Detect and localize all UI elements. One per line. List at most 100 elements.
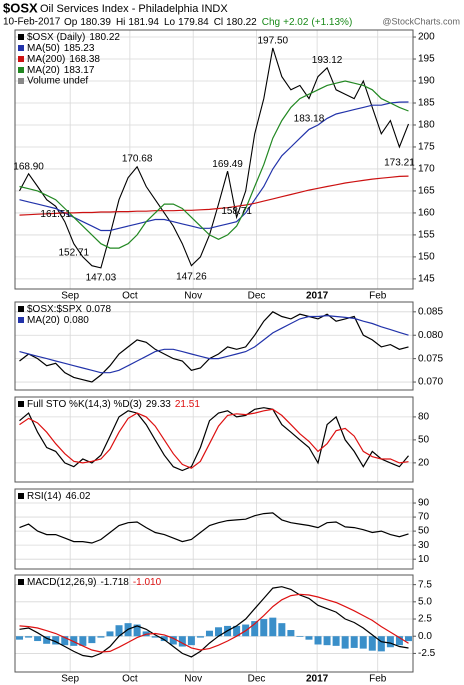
histogram-bar — [169, 636, 177, 645]
y-tick-label: 0.085 — [418, 306, 443, 317]
quote-value: 179.84 — [178, 17, 209, 28]
histogram-bar — [187, 636, 195, 646]
histogram-bar — [196, 636, 204, 638]
histogram-bar — [359, 636, 367, 649]
legend-value: 0.078 — [86, 304, 111, 315]
y-tick-label: -2.5 — [418, 648, 436, 659]
legend-value: 185.23 — [64, 43, 95, 54]
quote-value: 181.94 — [128, 17, 159, 28]
y-tick-label: 5.0 — [418, 596, 432, 607]
histogram-bar — [377, 636, 385, 652]
quote: Op 180.39 Hi 181.94 Lo 179.84 Cl 180.22 Chg +2.02… — [64, 17, 352, 28]
legend-value: -1.010 — [133, 577, 162, 588]
legend-swatch — [18, 78, 24, 84]
y-tick-label: 0.070 — [418, 377, 443, 388]
legend-value: 180.22 — [89, 32, 120, 43]
legend-name: Full STO %K(14,3) %D(3) — [27, 399, 142, 410]
histogram-bar — [341, 636, 349, 649]
legend-swatch — [18, 56, 24, 62]
x-tick-label: Nov — [184, 674, 202, 685]
legend-entry: MA(20) 0.080 — [27, 315, 89, 326]
legend-swatch — [18, 401, 24, 407]
y-tick-label: 0.0 — [418, 631, 432, 642]
histogram-bar — [269, 617, 277, 637]
annotation: 147.03 — [86, 273, 117, 284]
legend-value: 29.33 — [146, 399, 171, 410]
histogram-bar — [323, 636, 331, 646]
panel-frame — [14, 396, 414, 483]
series-line — [19, 512, 409, 544]
histogram-bar — [233, 625, 241, 637]
legend-entry: $OSX:$SPX 0.078 — [27, 304, 111, 315]
y-tick-label: 145 — [418, 274, 435, 285]
watermark: @StockCharts.com — [382, 16, 460, 26]
series-line — [19, 408, 409, 469]
x-tick-label: Oct — [122, 674, 138, 685]
legend-entry: MACD(12,26,9) -1.718 -1.010 — [27, 577, 162, 588]
legend-swatch — [18, 306, 24, 312]
series-line — [19, 586, 409, 658]
annotation: 161.51 — [40, 209, 71, 220]
y-tick-label: 90 — [418, 498, 430, 509]
histogram-bar — [278, 623, 286, 637]
legend-entry: MA(20) 183.17 — [27, 65, 95, 76]
y-tick-label: 0.075 — [418, 353, 443, 364]
histogram-bar — [395, 636, 403, 646]
y-tick-label: 160 — [418, 208, 435, 219]
legend-entry: MA(50) 185.23 — [27, 43, 95, 54]
series-line — [19, 311, 409, 383]
annotation: 170.68 — [122, 154, 153, 165]
legend-value: 46.02 — [65, 491, 90, 502]
histogram-bar — [305, 636, 313, 640]
histogram-bar — [386, 636, 394, 648]
annotation: 152.71 — [58, 248, 89, 259]
y-tick-label: 190 — [418, 76, 435, 87]
legend-swatch — [18, 34, 24, 40]
quote-label: Lo — [164, 17, 176, 28]
y-tick-label: 7.5 — [418, 579, 432, 590]
quote-value: 180.39 — [80, 17, 111, 28]
histogram-bar — [368, 636, 376, 651]
legend-value: -1.718 — [100, 577, 129, 588]
y-tick-label: 50 — [418, 435, 430, 446]
y-tick-label: 180 — [418, 120, 435, 131]
x-tick-label: Dec — [248, 674, 266, 685]
x-tick-label: Sep — [61, 291, 79, 302]
annotation: 169.49 — [212, 159, 243, 170]
histogram-bar — [178, 636, 186, 647]
legend-swatch — [18, 493, 24, 499]
change-label: Chg — [262, 17, 280, 28]
annotation: 183.18 — [294, 114, 325, 125]
legend-swatch — [18, 579, 24, 585]
symbol: $OSX — [3, 0, 38, 15]
histogram-bar — [79, 636, 87, 646]
quote-label: Cl — [214, 17, 223, 28]
legend-entry: MA(200) 168.38 — [27, 54, 100, 65]
histogram-bar — [160, 636, 168, 642]
panel-frame — [14, 488, 414, 570]
quote-label: Hi — [116, 17, 125, 28]
x-tick-label: Feb — [369, 674, 387, 685]
series-line — [19, 80, 409, 249]
legend-name: $OSX (Daily) — [27, 32, 85, 43]
y-tick-label: 165 — [418, 186, 435, 197]
y-tick-label: 2.5 — [418, 614, 432, 625]
histogram-bar — [251, 621, 259, 637]
y-tick-label: 20 — [418, 457, 430, 468]
legend-value: 0.080 — [64, 315, 89, 326]
histogram-bar — [25, 636, 33, 638]
annotation: 147.26 — [176, 272, 207, 283]
histogram-bar — [52, 636, 60, 645]
x-tick-label: 2017 — [306, 291, 329, 302]
y-tick-label: 70 — [418, 512, 430, 523]
y-tick-label: 175 — [418, 142, 435, 153]
y-tick-label: 150 — [418, 252, 435, 263]
histogram-bar — [287, 630, 295, 637]
annotation: 168.90 — [13, 161, 44, 172]
histogram-bar — [115, 625, 123, 637]
change-value: +2.02 — [283, 17, 309, 28]
y-tick-label: 0.080 — [418, 330, 443, 341]
y-tick-label: 50 — [418, 526, 430, 537]
histogram-bar — [260, 619, 268, 637]
